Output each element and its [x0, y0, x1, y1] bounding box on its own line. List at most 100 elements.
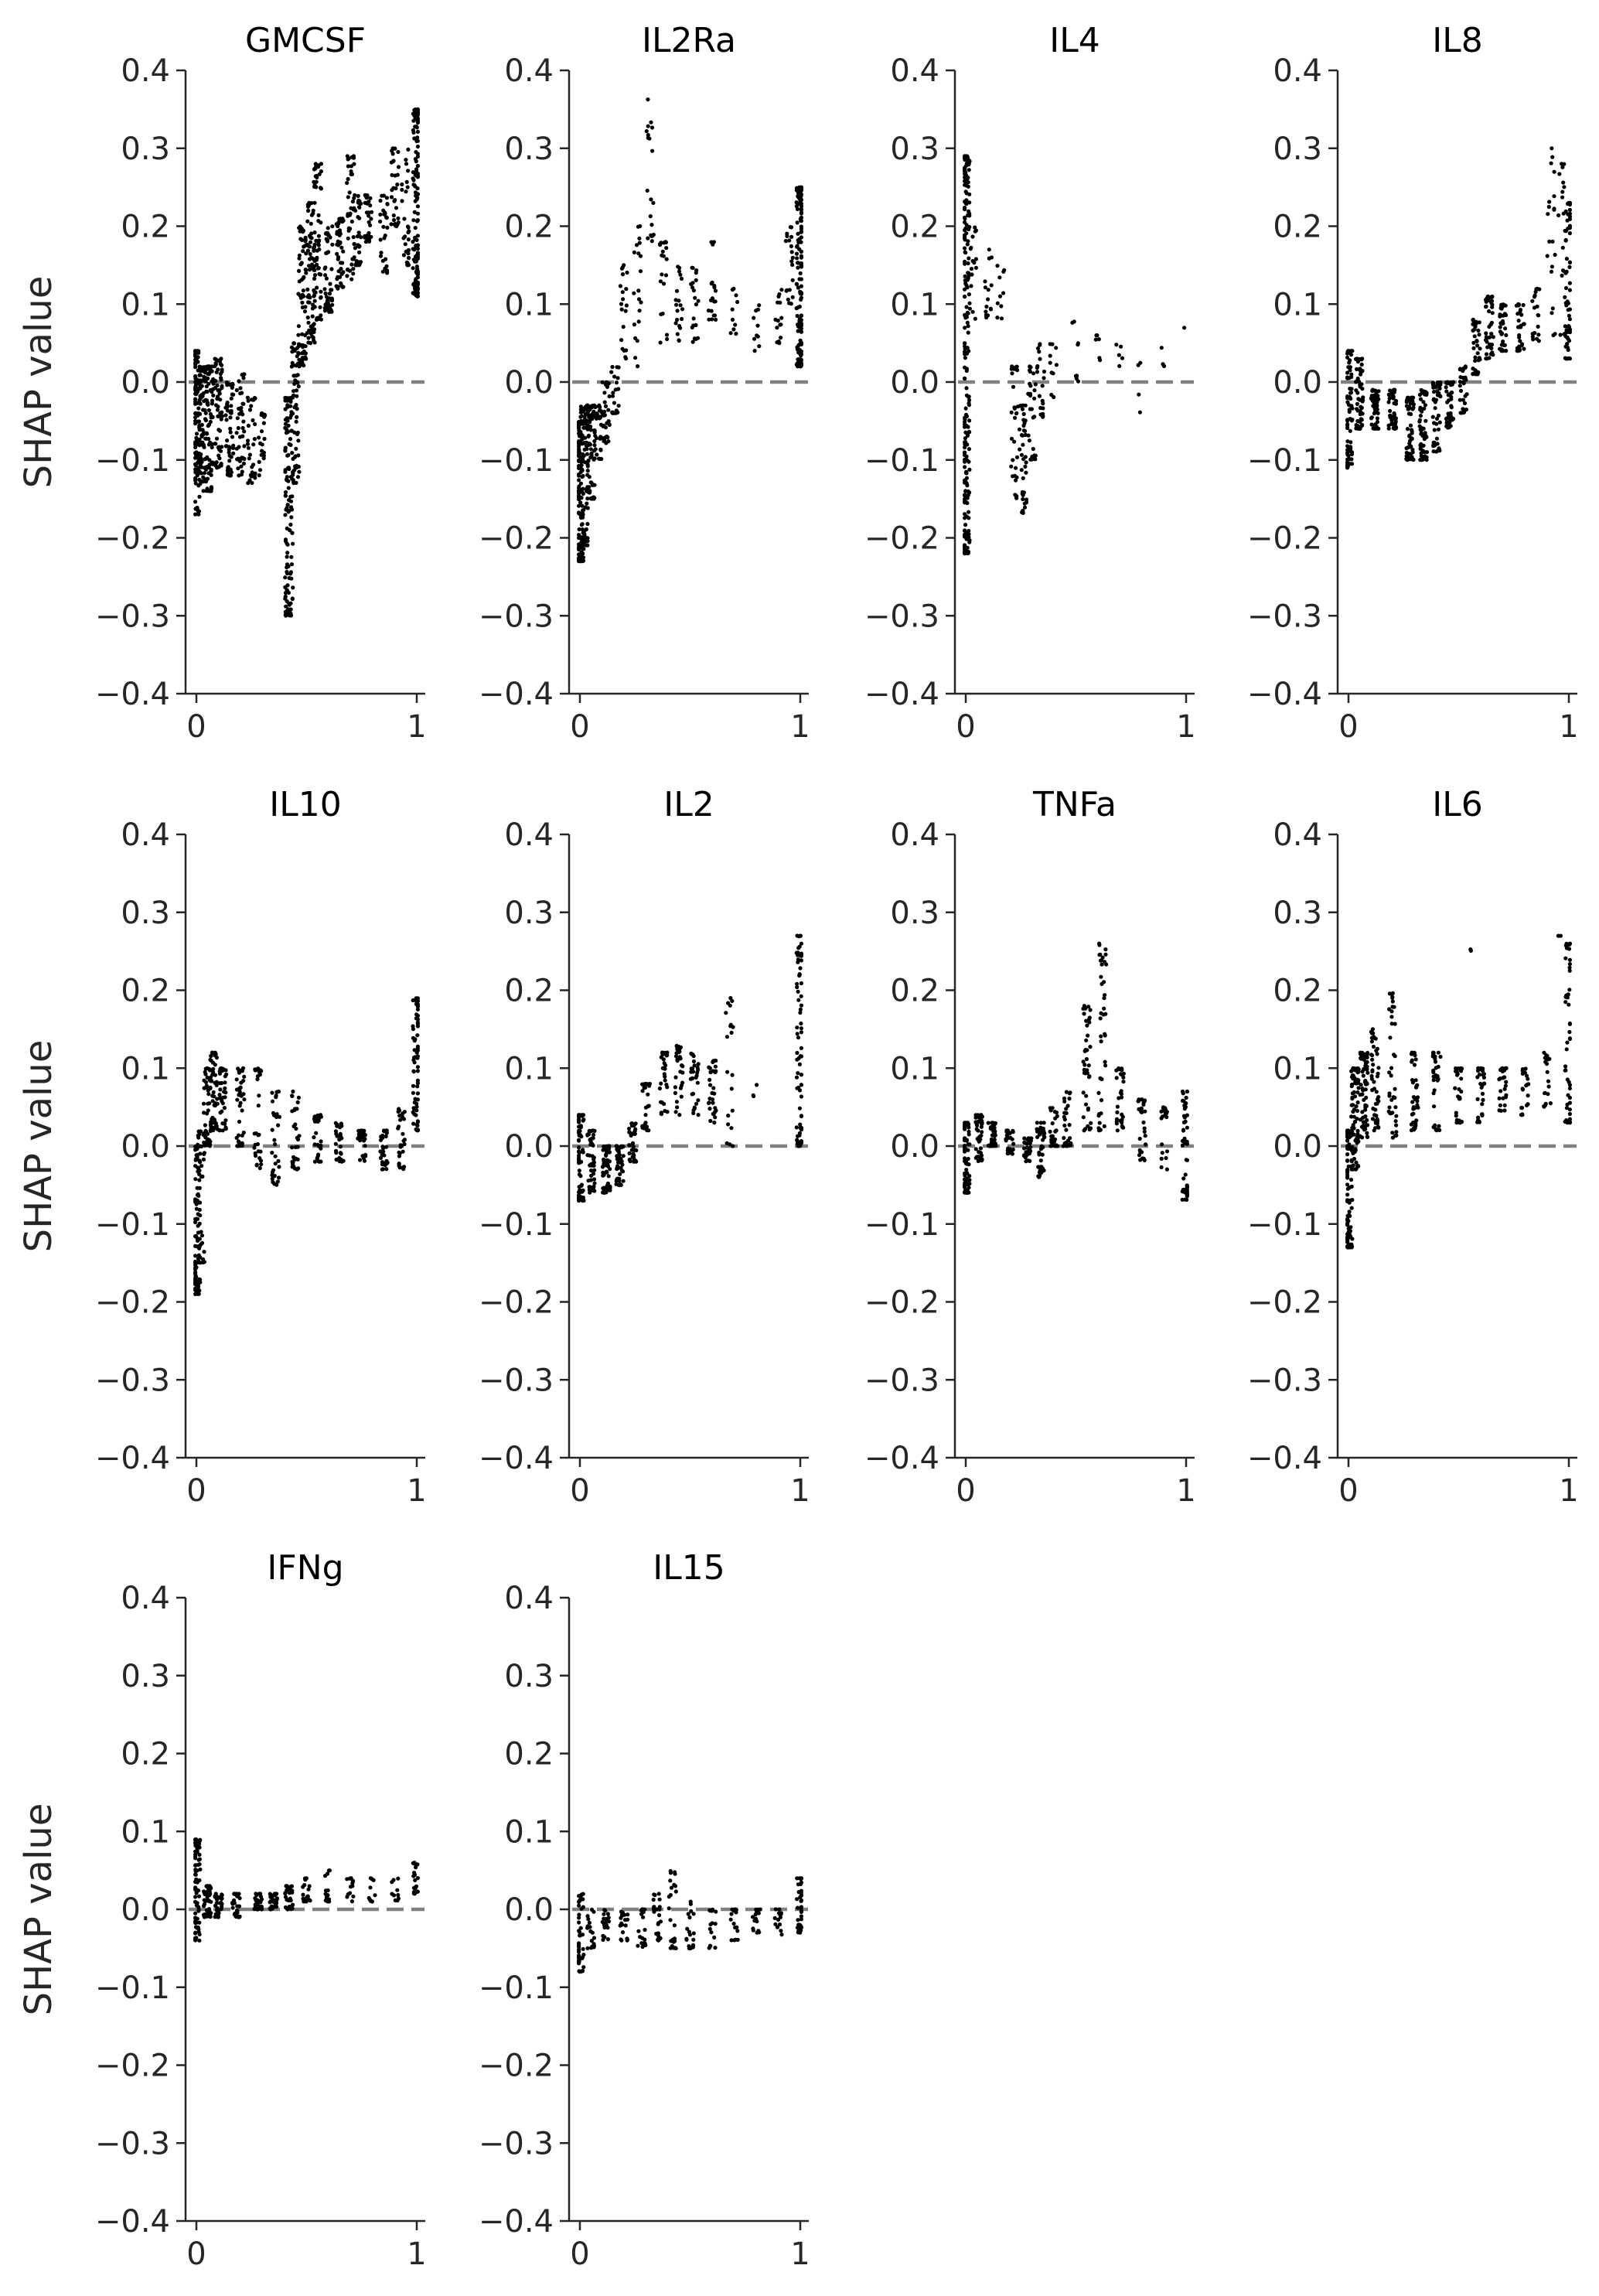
data-point: [316, 1144, 322, 1148]
data-point: [714, 1058, 718, 1063]
data-point: [1040, 384, 1045, 388]
data-point: [795, 1138, 800, 1142]
data-point: [1085, 1023, 1089, 1028]
data-point: [414, 1050, 419, 1055]
data-point: [663, 1074, 667, 1079]
data-point: [198, 462, 203, 467]
data-point: [1391, 394, 1396, 398]
data-point: [649, 120, 653, 125]
data-point: [211, 1066, 216, 1071]
data-point: [203, 436, 208, 441]
data-point: [349, 219, 354, 224]
data-point: [1423, 403, 1427, 408]
data-point: [799, 1030, 803, 1035]
data-point: [577, 1198, 581, 1203]
data-point: [222, 1106, 227, 1110]
data-point: [412, 281, 417, 286]
data-point: [963, 1144, 967, 1148]
data-point: [966, 213, 970, 217]
data-point: [588, 447, 593, 452]
data-point: [1009, 410, 1014, 415]
data-point: [1501, 343, 1505, 347]
data-point: [1553, 332, 1557, 336]
data-point: [1563, 238, 1568, 243]
data-point: [384, 1131, 389, 1135]
data-point: [713, 1115, 718, 1120]
data-point: [650, 148, 655, 153]
data-point: [333, 1141, 338, 1146]
data-point: [235, 1097, 240, 1102]
data-point: [690, 265, 694, 270]
data-point: [636, 364, 640, 369]
data-point: [225, 408, 230, 413]
data-point: [195, 473, 199, 478]
data-point: [1072, 319, 1076, 324]
data-point: [288, 437, 293, 442]
data-point: [312, 167, 316, 172]
data-point: [695, 1080, 700, 1085]
data-point: [674, 288, 680, 293]
data-point: [799, 1046, 803, 1050]
data-point: [712, 285, 717, 290]
data-point: [964, 481, 969, 486]
data-point: [592, 443, 597, 448]
data-point: [206, 1108, 210, 1113]
data-point: [193, 357, 198, 362]
data-point: [735, 299, 740, 305]
data-point: [368, 203, 373, 208]
data-point: [577, 1124, 581, 1129]
data-point: [214, 1080, 219, 1084]
data-point: [724, 1011, 728, 1015]
data-point: [205, 466, 210, 470]
data-point: [778, 300, 782, 305]
data-point: [1094, 333, 1099, 338]
y-axis-label: SHAP value: [17, 276, 60, 489]
data-point: [602, 1145, 606, 1149]
data-point: [235, 457, 240, 462]
data-point: [592, 1181, 597, 1186]
data-point: [602, 438, 606, 444]
data-point: [356, 230, 361, 235]
data-point: [1361, 395, 1365, 400]
data-point: [708, 1118, 713, 1124]
data-point: [1086, 1124, 1090, 1128]
data-point: [1048, 360, 1052, 365]
data-point: [213, 463, 218, 468]
data-point: [637, 236, 642, 241]
data-point: [1121, 1075, 1126, 1080]
data-point: [691, 1059, 697, 1064]
data-point: [1012, 439, 1017, 444]
data-point: [799, 941, 803, 946]
data-point: [193, 1216, 198, 1222]
data-point: [1515, 346, 1520, 350]
data-point: [378, 219, 383, 224]
data-point: [414, 167, 419, 172]
data-point: [356, 243, 360, 248]
data-point: [615, 1165, 621, 1170]
data-point: [1103, 1059, 1107, 1064]
data-point: [1489, 320, 1494, 325]
data-point: [691, 316, 696, 321]
data-point: [240, 1143, 244, 1148]
data-point: [312, 1135, 316, 1140]
data-point: [1370, 388, 1375, 393]
data-point: [415, 175, 421, 179]
data-point: [324, 251, 329, 255]
data-point: [286, 486, 291, 490]
data-point: [673, 321, 678, 326]
y-tick-label: −0.3: [1247, 599, 1322, 634]
data-point: [296, 464, 301, 469]
data-point: [220, 414, 224, 418]
data-point: [197, 397, 202, 402]
data-point: [799, 313, 803, 318]
data-point: [1082, 1012, 1086, 1016]
data-point: [1099, 1011, 1103, 1015]
data-point: [379, 1134, 384, 1139]
data-point: [585, 403, 590, 408]
data-point: [1531, 337, 1536, 342]
data-point: [312, 200, 317, 205]
data-point: [798, 1122, 803, 1127]
data-point: [213, 361, 218, 366]
data-point: [283, 537, 288, 542]
